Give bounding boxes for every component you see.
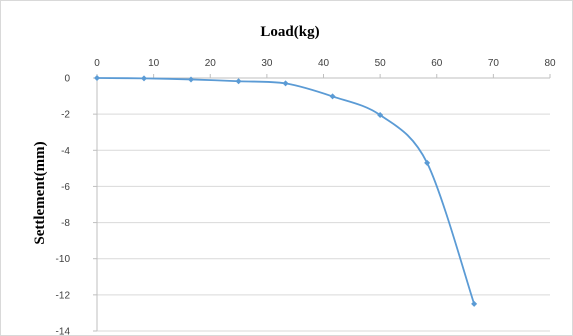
data-point <box>329 93 336 100</box>
x-tick-label: 0 <box>94 58 100 69</box>
y-tick-label: -14 <box>56 327 71 336</box>
y-tick-label: -12 <box>56 290 71 301</box>
data-point <box>187 76 194 83</box>
data-point <box>140 75 147 82</box>
series-line <box>96 77 475 305</box>
data-point <box>235 78 242 85</box>
y-tick-label: -4 <box>61 146 70 157</box>
x-tick-label: 40 <box>318 58 330 69</box>
x-tick-label: 10 <box>148 58 160 69</box>
data-point <box>94 75 100 81</box>
data-point <box>377 112 384 119</box>
x-tick-label: 70 <box>488 58 500 69</box>
y-tick-label: 0 <box>64 74 70 85</box>
y-axis-label: Settlement(mm) <box>32 141 48 244</box>
x-tick-label: 60 <box>431 58 443 69</box>
y-tick-label: -8 <box>61 218 70 229</box>
y-tick-label: -2 <box>61 110 70 121</box>
chart-title: Load(kg) <box>260 24 319 40</box>
x-tick-label: 30 <box>261 58 273 69</box>
x-tick-label: 20 <box>205 58 217 69</box>
data-point <box>424 159 431 166</box>
y-tick-label: -10 <box>56 254 71 265</box>
x-tick-label: 50 <box>375 58 387 69</box>
data-point <box>471 300 478 307</box>
y-tick-label: -6 <box>61 182 70 193</box>
data-point <box>282 80 289 87</box>
x-tick-label: 80 <box>544 58 556 69</box>
